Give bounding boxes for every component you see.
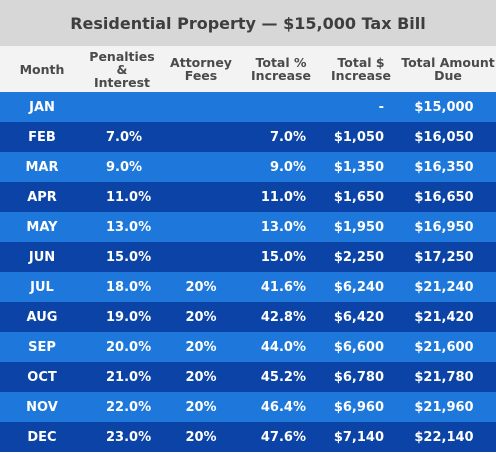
cell-total-percent-increase xyxy=(236,92,306,122)
cell-total-percent-increase: 47.6% xyxy=(260,429,306,445)
cell-total-dollar-increase: - xyxy=(378,99,384,115)
table-row: JUN 15.0% 15.0% $2,250 $17,250 xyxy=(0,242,496,272)
cell-penalties-interest: 23.0% xyxy=(106,429,152,445)
cell-total-dollar-increase: $6,960 xyxy=(333,399,384,415)
cell-attorney-fees: 20% xyxy=(185,339,217,355)
cell-total-amount-due: $21,600 xyxy=(414,339,474,355)
cell-total-amount-due: $16,950 xyxy=(414,219,474,235)
cell-attorney-fees: 20% xyxy=(185,369,217,385)
cell-penalties-interest: 18.0% xyxy=(106,279,152,295)
cell-total-dollar-increase: $2,250 xyxy=(333,249,384,265)
cell-attorney-fees xyxy=(168,242,234,272)
cell-total-amount-due: $17,250 xyxy=(414,249,474,265)
cell-penalties-interest xyxy=(90,92,176,122)
header-month: Month xyxy=(19,61,65,77)
cell-attorney-fees xyxy=(168,152,234,182)
table-row: AUG 19.0% 20% 42.8% $6,420 $21,420 xyxy=(0,302,496,332)
cell-total-amount-due: $22,140 xyxy=(414,429,474,445)
cell-total-dollar-increase: $1,350 xyxy=(333,159,384,175)
cell-total-percent-increase: 7.0% xyxy=(269,129,306,145)
cell-month: MAY xyxy=(26,219,58,235)
table-row: SEP 20.0% 20% 44.0% $6,600 $21,600 xyxy=(0,332,496,362)
header-total-percent-increase: Total % Increase xyxy=(251,55,311,83)
cell-total-dollar-increase: $6,780 xyxy=(333,369,384,385)
cell-total-dollar-increase: $6,600 xyxy=(333,339,384,355)
cell-total-amount-due: $21,780 xyxy=(414,369,474,385)
header-total-dollar-increase: Total $ Increase xyxy=(331,55,391,83)
cell-attorney-fees xyxy=(168,182,234,212)
table-row: FEB 7.0% 7.0% $1,050 $16,050 xyxy=(0,122,496,152)
cell-total-amount-due: $21,240 xyxy=(414,279,474,295)
cell-month: OCT xyxy=(27,369,57,385)
cell-penalties-interest: 11.0% xyxy=(106,189,152,205)
cell-month: AUG xyxy=(26,309,58,325)
cell-total-percent-increase: 41.6% xyxy=(260,279,306,295)
cell-attorney-fees xyxy=(168,212,234,242)
cell-total-dollar-increase: $1,950 xyxy=(333,219,384,235)
cell-total-percent-increase: 9.0% xyxy=(269,159,306,175)
cell-total-amount-due: $21,420 xyxy=(414,309,474,325)
cell-penalties-interest: 21.0% xyxy=(106,369,152,385)
table-row: JUL 18.0% 20% 41.6% $6,240 $21,240 xyxy=(0,272,496,302)
table-header: Month Penalties & Interest Attorney Fees… xyxy=(0,46,496,92)
cell-month: APR xyxy=(27,189,57,205)
table-title: Residential Property — $15,000 Tax Bill xyxy=(0,0,496,46)
cell-total-dollar-increase: $1,650 xyxy=(333,189,384,205)
table-row: OCT 21.0% 20% 45.2% $6,780 $21,780 xyxy=(0,362,496,392)
cell-penalties-interest: 9.0% xyxy=(106,159,143,175)
cell-total-percent-increase: 44.0% xyxy=(260,339,306,355)
cell-total-percent-increase: 15.0% xyxy=(260,249,306,265)
cell-month: SEP xyxy=(28,339,56,355)
cell-month: JAN xyxy=(29,99,55,115)
table-row: NOV 22.0% 20% 46.4% $6,960 $21,960 xyxy=(0,392,496,422)
cell-penalties-interest: 7.0% xyxy=(106,129,143,145)
cell-total-dollar-increase: $1,050 xyxy=(333,129,384,145)
cell-penalties-interest: 15.0% xyxy=(106,249,152,265)
cell-penalties-interest: 19.0% xyxy=(106,309,152,325)
cell-total-percent-increase: 11.0% xyxy=(260,189,306,205)
cell-attorney-fees: 20% xyxy=(185,399,217,415)
cell-attorney-fees: 20% xyxy=(185,309,217,325)
cell-month: JUL xyxy=(30,279,54,295)
cell-month: MAR xyxy=(25,159,59,175)
header-penalties-interest: Penalties & Interest xyxy=(89,48,155,90)
cell-attorney-fees xyxy=(168,92,234,122)
cell-total-percent-increase: 13.0% xyxy=(260,219,306,235)
table-row: MAY 13.0% 13.0% $1,950 $16,950 xyxy=(0,212,496,242)
cell-total-percent-increase: 45.2% xyxy=(260,369,306,385)
table-row: APR 11.0% 11.0% $1,650 $16,650 xyxy=(0,182,496,212)
cell-penalties-interest: 20.0% xyxy=(106,339,152,355)
cell-month: NOV xyxy=(26,399,58,415)
cell-total-percent-increase: 42.8% xyxy=(260,309,306,325)
cell-penalties-interest: 13.0% xyxy=(106,219,152,235)
cell-total-amount-due: $16,050 xyxy=(414,129,474,145)
cell-total-dollar-increase: $6,420 xyxy=(333,309,384,325)
cell-attorney-fees: 20% xyxy=(185,279,217,295)
cell-attorney-fees xyxy=(168,122,234,152)
cell-month: DEC xyxy=(27,429,57,445)
cell-total-amount-due: $16,350 xyxy=(414,159,474,175)
header-attorney-fees: Attorney Fees xyxy=(170,55,232,83)
cell-penalties-interest: 22.0% xyxy=(106,399,152,415)
cell-month: JUN xyxy=(28,249,56,265)
cell-total-amount-due: $21,960 xyxy=(414,399,474,415)
cell-month: FEB xyxy=(28,129,56,145)
cell-attorney-fees: 20% xyxy=(185,429,217,445)
header-total-amount-due: Total Amount Due xyxy=(401,55,495,83)
cell-total-dollar-increase: $7,140 xyxy=(333,429,384,445)
cell-total-percent-increase: 46.4% xyxy=(260,399,306,415)
table-row: DEC 23.0% 20% 47.6% $7,140 $22,140 xyxy=(0,422,496,452)
table-row: MAR 9.0% 9.0% $1,350 $16,350 xyxy=(0,152,496,182)
table-body: JAN - $15,000 FEB 7.0% 7.0% $1,050 $16,050 MAR 9.… xyxy=(0,92,496,454)
cell-total-amount-due: $16,650 xyxy=(414,189,474,205)
cell-total-amount-due: $15,000 xyxy=(414,99,474,115)
cell-total-dollar-increase: $6,240 xyxy=(333,279,384,295)
table-row: JAN - $15,000 xyxy=(0,92,496,122)
